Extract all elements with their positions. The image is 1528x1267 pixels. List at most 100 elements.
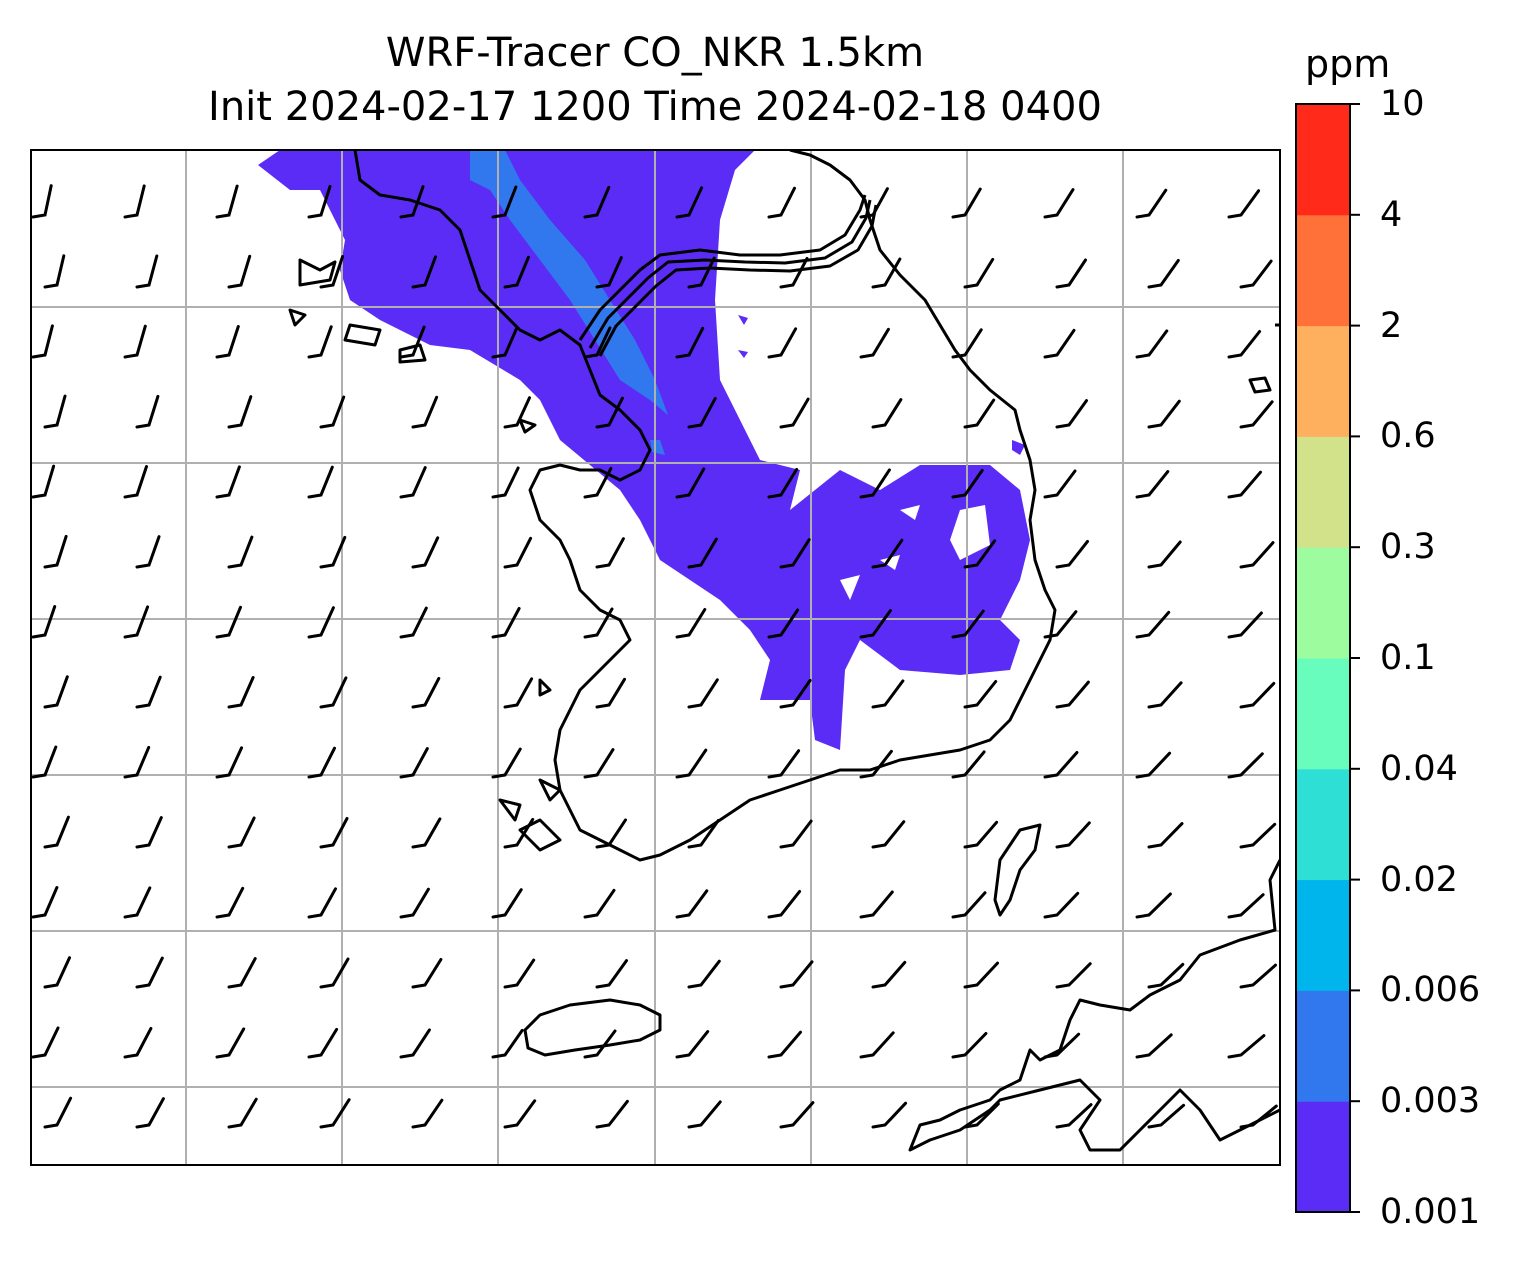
wind-barb (767, 749, 801, 779)
wind-barb (491, 888, 523, 919)
colorbar-tick-label: 10 (1380, 84, 1425, 124)
wind-barb (123, 886, 152, 919)
wind-barb (399, 466, 427, 499)
wind-barb (491, 607, 521, 639)
wind-barb (779, 819, 813, 849)
wind-barb (859, 327, 890, 359)
coastline-jeju (523, 998, 662, 1057)
wind-barb (1135, 751, 1172, 779)
wind-barbs-layer (31, 184, 1278, 1198)
wind-barb (319, 535, 347, 569)
wind-barb (503, 1099, 537, 1129)
colorbar-band (1296, 325, 1350, 437)
wind-barb (687, 678, 719, 709)
wind-barb (43, 534, 68, 569)
wind-barb (31, 605, 57, 639)
wind-barb (1135, 329, 1169, 359)
wind-barb (769, 1173, 801, 1197)
wind-barb (135, 956, 164, 989)
wind-barb (675, 186, 704, 219)
wind-barb (491, 1028, 524, 1059)
wind-barb (951, 609, 985, 639)
map-gridlines (31, 150, 1280, 1165)
wind-barb (1147, 540, 1182, 569)
wind-barb (859, 609, 892, 639)
wind-barb (871, 960, 907, 989)
wind-barb (779, 257, 809, 289)
map-frame (30, 149, 1281, 1166)
colorbar-band (1296, 879, 1350, 991)
colorbar-tick-label: 2 (1380, 305, 1403, 346)
wind-barb (503, 958, 536, 989)
wind-barb (43, 956, 71, 989)
dmz-line (588, 199, 872, 349)
wind-barb (767, 186, 796, 219)
wind-barb (503, 255, 530, 289)
wind-barb (595, 959, 628, 989)
wind-barb (1227, 611, 1263, 639)
wind-barb (399, 747, 429, 779)
wind-barb (1137, 1176, 1172, 1197)
wind-barb (307, 746, 336, 779)
wind-barb (307, 184, 332, 219)
wind-barb (1135, 470, 1170, 499)
wind-barb (963, 680, 998, 709)
plume-gap (840, 505, 990, 600)
wind-barb (951, 328, 983, 359)
wind-barb (1239, 822, 1277, 849)
wind-barb (1227, 1034, 1266, 1059)
wind-barb (1043, 188, 1075, 219)
wind-barb (951, 187, 982, 219)
wind-barb (1043, 610, 1078, 639)
wind-barb (135, 816, 163, 849)
wind-barb (1043, 1032, 1081, 1059)
wind-barb (675, 889, 709, 919)
wind-barb (1147, 962, 1185, 989)
wind-barb (307, 606, 335, 639)
wind-barb (411, 255, 437, 289)
wind-barb (411, 536, 440, 569)
wind-barb (217, 1170, 245, 1198)
wind-barb (595, 396, 624, 429)
wind-barb (43, 675, 69, 709)
coastline-tsushima (993, 823, 1042, 917)
colorbar-tick-label: 0.3 (1380, 527, 1436, 568)
wind-barb (123, 324, 147, 359)
wind-barb (401, 1171, 430, 1198)
wind-barb (779, 538, 811, 569)
wind-barb (319, 1098, 351, 1129)
colorbar-tick-label: 0.04 (1380, 748, 1458, 789)
wind-barb (215, 184, 239, 219)
wind-barb (1239, 1104, 1278, 1129)
wind-barb (767, 1030, 802, 1059)
wind-barb (585, 1172, 616, 1197)
wind-barb (123, 184, 146, 219)
wind-barb (687, 256, 716, 289)
wind-barb (595, 256, 623, 289)
wind-barb (399, 887, 430, 919)
wind-barb (1147, 1103, 1186, 1129)
wind-barb (1055, 962, 1092, 989)
wind-barb (963, 1102, 1000, 1129)
wind-barb (215, 1027, 246, 1059)
wind-barb (1239, 681, 1276, 709)
wind-barb (583, 607, 614, 639)
wind-barb (871, 538, 904, 569)
wind-barb (1227, 330, 1262, 359)
wind-barb (583, 1029, 617, 1059)
wind-barb (583, 326, 612, 359)
wind-barb (215, 746, 244, 779)
wind-barb (399, 606, 428, 639)
wind-barb (963, 820, 999, 849)
wind-barb (963, 961, 999, 989)
wind-barb (399, 185, 425, 219)
wind-barb (215, 605, 242, 639)
wind-barb (33, 1169, 59, 1198)
wind-barb (215, 325, 240, 359)
wind-barb (43, 1096, 73, 1129)
wind-barb (307, 465, 334, 499)
wind-barb (595, 677, 626, 709)
colorbar-band (1296, 104, 1350, 216)
wind-barb (43, 254, 66, 289)
